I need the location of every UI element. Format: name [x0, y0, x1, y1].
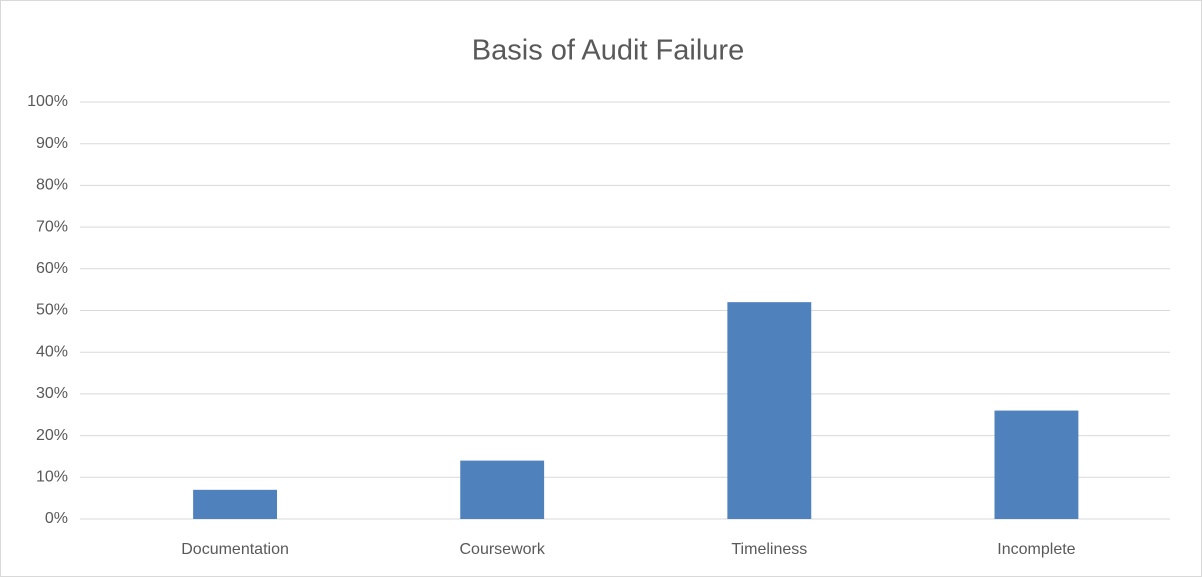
y-tick-label: 60%	[36, 260, 68, 277]
x-tick-label: Incomplete	[997, 541, 1075, 558]
x-tick-label: Coursework	[460, 541, 546, 558]
y-tick-label: 0%	[45, 510, 68, 527]
bar	[727, 302, 812, 519]
y-tick-label: 100%	[27, 93, 68, 110]
y-tick-label: 70%	[36, 218, 68, 235]
x-tick-label: Documentation	[181, 541, 289, 558]
y-tick-label: 90%	[36, 135, 68, 152]
y-tick-label: 30%	[36, 385, 68, 402]
y-tick-label: 50%	[36, 302, 68, 319]
x-tick-label: Timeliness	[731, 541, 807, 558]
chart-title: Basis of Audit Failure	[472, 35, 744, 67]
y-tick-label: 20%	[36, 427, 68, 444]
y-tick-label: 10%	[36, 469, 68, 486]
bar	[994, 410, 1079, 519]
y-tick-label: 40%	[36, 343, 68, 360]
bar	[193, 489, 278, 519]
y-tick-label: 80%	[36, 177, 68, 194]
bar	[460, 460, 545, 519]
